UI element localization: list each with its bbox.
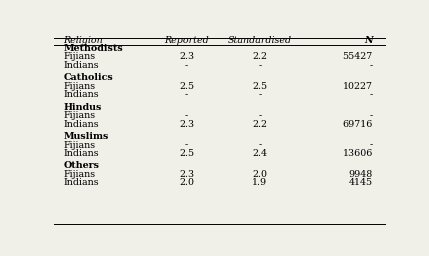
Text: 55427: 55427 xyxy=(342,52,373,61)
Text: 2.3: 2.3 xyxy=(179,52,194,61)
Text: 2.3: 2.3 xyxy=(179,120,194,129)
Text: -: - xyxy=(369,90,373,99)
Text: 2.3: 2.3 xyxy=(179,170,194,179)
Text: Hindus: Hindus xyxy=(63,103,102,112)
Text: 4145: 4145 xyxy=(349,178,373,187)
Text: -: - xyxy=(369,111,373,120)
Text: 2.5: 2.5 xyxy=(179,82,194,91)
Text: N: N xyxy=(364,36,373,46)
Text: -: - xyxy=(185,61,188,70)
Text: Fijians: Fijians xyxy=(63,141,96,150)
Text: -: - xyxy=(369,61,373,70)
Text: 2.5: 2.5 xyxy=(252,82,267,91)
Text: 13606: 13606 xyxy=(342,149,373,158)
Text: Others: Others xyxy=(63,162,100,170)
Text: Indians: Indians xyxy=(63,61,99,70)
Text: Indians: Indians xyxy=(63,90,99,99)
Text: -: - xyxy=(258,141,261,150)
Text: Standardised: Standardised xyxy=(228,36,292,46)
Text: -: - xyxy=(369,141,373,150)
Text: Fijians: Fijians xyxy=(63,82,96,91)
Text: Methodists: Methodists xyxy=(63,44,124,53)
Text: Reported: Reported xyxy=(164,36,209,46)
Text: Fijians: Fijians xyxy=(63,52,96,61)
Text: Fijians: Fijians xyxy=(63,170,96,179)
Text: 9948: 9948 xyxy=(348,170,373,179)
Text: -: - xyxy=(185,141,188,150)
Text: 2.0: 2.0 xyxy=(252,170,267,179)
Text: Indians: Indians xyxy=(63,178,99,187)
Text: 69716: 69716 xyxy=(342,120,373,129)
Text: 2.4: 2.4 xyxy=(252,149,267,158)
Text: -: - xyxy=(185,111,188,120)
Text: 2.0: 2.0 xyxy=(179,178,194,187)
Text: 1.9: 1.9 xyxy=(252,178,267,187)
Text: 10227: 10227 xyxy=(343,82,373,91)
Text: Indians: Indians xyxy=(63,149,99,158)
Text: Catholics: Catholics xyxy=(63,73,113,82)
Text: Fijians: Fijians xyxy=(63,111,96,120)
Text: 2.2: 2.2 xyxy=(252,52,267,61)
Text: Indians: Indians xyxy=(63,120,99,129)
Text: Religion: Religion xyxy=(63,36,103,46)
Text: 2.5: 2.5 xyxy=(179,149,194,158)
Text: 2.2: 2.2 xyxy=(252,120,267,129)
Text: -: - xyxy=(185,90,188,99)
Text: Muslims: Muslims xyxy=(63,132,109,141)
Text: -: - xyxy=(258,61,261,70)
Text: -: - xyxy=(258,111,261,120)
Text: -: - xyxy=(258,90,261,99)
